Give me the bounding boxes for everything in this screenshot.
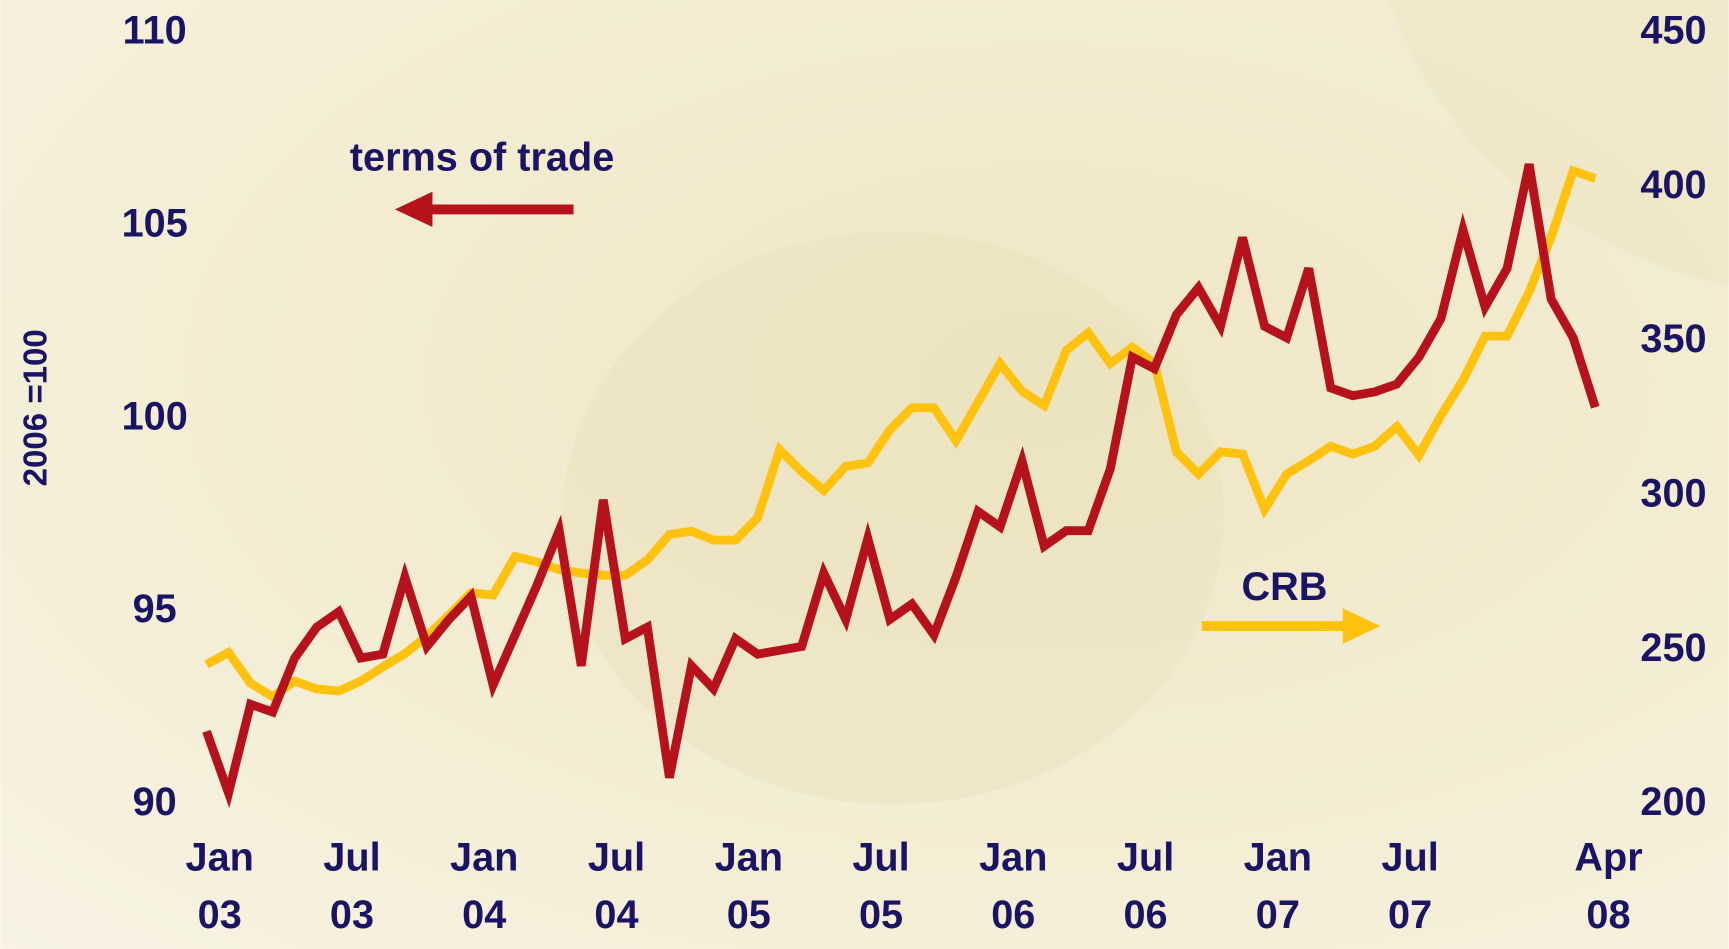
y-tick-label: 105: [122, 201, 188, 245]
x-tick-label-box: Jan 07: [1243, 834, 1313, 937]
x-tick-label-box: Jan 06: [979, 834, 1048, 937]
y2-tick-label: 350: [1640, 317, 1706, 361]
y2-tick-label: 200: [1640, 780, 1706, 824]
x-tick-label: Jan 05: [714, 834, 783, 937]
line-series: [202, 163, 1600, 809]
y-tick-label: 100: [122, 394, 188, 438]
x-tick-label: Jul 06: [1116, 834, 1175, 937]
x-tick-label-box: Jan 04: [450, 834, 519, 937]
x-tick-label: Apr 08: [1574, 834, 1643, 937]
y-tick-label: 110: [123, 9, 187, 53]
y-axis-label: 2006 =100: [18, 329, 55, 486]
x-tick-label: Jan 03: [185, 834, 254, 937]
x-tick-label-box: Jul 04: [587, 834, 646, 937]
x-tick-label: Jan 07: [1243, 834, 1313, 937]
x-tick-label-box: Jul 07: [1381, 834, 1439, 937]
x-tick-label-box: Jul 06: [1116, 834, 1175, 937]
x-tick-label: Jul 07: [1381, 834, 1439, 937]
x-tick-label-box: Jan 03: [185, 834, 254, 937]
arrow: [1201, 608, 1381, 644]
y2-tick-label: 450: [1640, 9, 1706, 53]
x-tick-label-box: Jul 03: [323, 834, 381, 937]
y2-tick-label: 250: [1640, 626, 1706, 670]
y2-tick-label: 300: [1640, 471, 1706, 515]
x-tick-label-box: Apr 08: [1574, 834, 1643, 937]
annotation: terms of trade: [350, 135, 614, 179]
x-tick-label: Jul 05: [852, 834, 910, 937]
annotation: CRB: [1241, 565, 1327, 609]
arrow: [394, 191, 574, 228]
x-tick-label-box: Jan 05: [714, 834, 783, 937]
y2-tick-label: 400: [1640, 163, 1706, 207]
x-tick-label: Jul 03: [323, 834, 381, 937]
y-tick-label: 95: [133, 587, 177, 631]
y-tick-label: 90: [133, 780, 177, 824]
x-tick-label-box: Jul 05: [852, 834, 910, 937]
x-tick-label: Jan 04: [450, 834, 519, 937]
x-tick-label: Jul 04: [587, 834, 646, 937]
line-series: [204, 165, 1597, 702]
background-shape: [1389, 0, 1729, 287]
x-tick-label: Jan 06: [979, 834, 1048, 937]
